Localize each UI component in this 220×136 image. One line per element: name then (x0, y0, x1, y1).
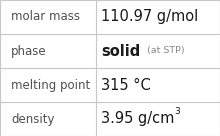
Text: 315 °C: 315 °C (101, 78, 151, 92)
Text: molar mass: molar mass (11, 10, 80, 24)
Text: phase: phase (11, 44, 47, 58)
Text: solid: solid (101, 44, 140, 58)
Text: melting point: melting point (11, 78, 90, 92)
Text: 110.97 g/mol: 110.97 g/mol (101, 10, 198, 24)
Text: 3: 3 (175, 107, 180, 116)
Text: density: density (11, 112, 55, 126)
Text: (at STP): (at STP) (144, 47, 184, 55)
Text: 3.95 g/cm: 3.95 g/cm (101, 112, 175, 126)
